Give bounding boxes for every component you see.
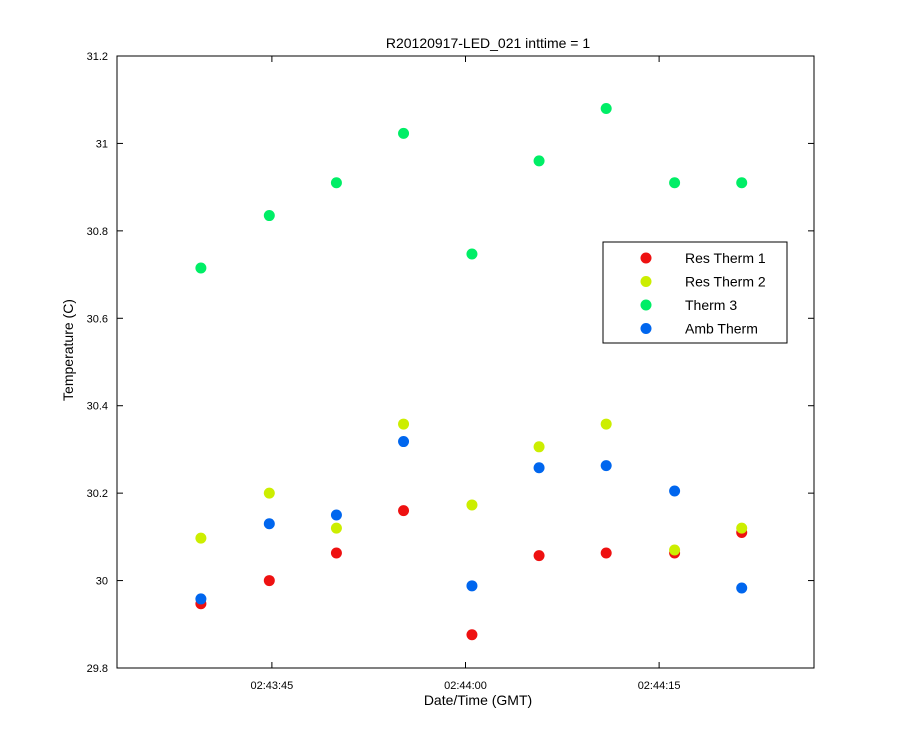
y-tick-label: 30.4 xyxy=(87,401,108,413)
legend-box xyxy=(602,241,788,344)
x-tick-label: 02:44:00 xyxy=(444,680,487,692)
data-point xyxy=(466,248,478,260)
data-point xyxy=(263,487,275,499)
legend-marker xyxy=(640,299,652,311)
legend-label: Res Therm 1 xyxy=(685,250,766,266)
data-point xyxy=(195,262,207,274)
y-tick-label: 31 xyxy=(96,138,108,150)
data-point xyxy=(669,485,681,497)
legend-label: Amb Therm xyxy=(685,321,758,337)
data-point xyxy=(330,509,342,521)
data-point xyxy=(533,155,545,167)
data-point xyxy=(330,522,342,534)
legend-label: Therm 3 xyxy=(685,297,737,313)
data-points xyxy=(195,102,748,641)
y-tick-label: 29.8 xyxy=(87,663,108,675)
data-point xyxy=(398,127,410,139)
data-point xyxy=(533,462,545,474)
data-point xyxy=(330,177,342,189)
data-point xyxy=(263,575,275,587)
y-axis-label: Temperature (C) xyxy=(60,299,76,401)
x-axis-label: Date/Time (GMT) xyxy=(424,692,532,708)
data-point xyxy=(600,102,612,114)
data-point xyxy=(600,460,612,472)
x-axis: 02:43:45 02:44:00 02:44:15 xyxy=(250,56,681,692)
data-point xyxy=(600,547,612,559)
legend: Res Therm 1 Res Therm 2 Therm 3 Amb Therm xyxy=(602,241,788,344)
x-tick-label: 02:44:15 xyxy=(638,680,681,692)
data-point xyxy=(466,580,478,592)
y-axis: 29.8 30 30.2 30.4 30.6 30.8 31 31.2 xyxy=(87,51,814,675)
data-point xyxy=(398,436,410,448)
data-point xyxy=(533,441,545,453)
data-point xyxy=(398,418,410,430)
data-point xyxy=(669,544,681,556)
data-point xyxy=(263,518,275,530)
data-point xyxy=(669,177,681,189)
data-point xyxy=(736,582,748,594)
data-point xyxy=(736,522,748,534)
data-point xyxy=(195,532,207,544)
data-point xyxy=(533,550,545,562)
y-tick-label: 30.8 xyxy=(87,226,108,238)
y-tick-label: 30 xyxy=(96,576,108,588)
y-tick-label: 30.2 xyxy=(87,488,108,500)
legend-marker xyxy=(640,276,652,287)
legend-marker xyxy=(640,323,652,334)
data-point xyxy=(600,418,612,430)
x-tick-label: 02:43:45 xyxy=(250,680,293,692)
legend-marker xyxy=(640,252,652,264)
y-tick-label: 30.6 xyxy=(87,313,108,325)
data-point xyxy=(330,547,342,559)
chart-title: R20120917-LED_021 inttime = 1 xyxy=(386,35,591,51)
data-point xyxy=(195,593,207,605)
data-point xyxy=(466,629,478,641)
data-point xyxy=(736,177,748,189)
y-tick-label: 31.2 xyxy=(87,51,108,63)
data-point xyxy=(398,505,410,517)
data-point xyxy=(466,499,478,511)
data-point xyxy=(263,210,275,222)
legend-label: Res Therm 2 xyxy=(685,274,766,290)
